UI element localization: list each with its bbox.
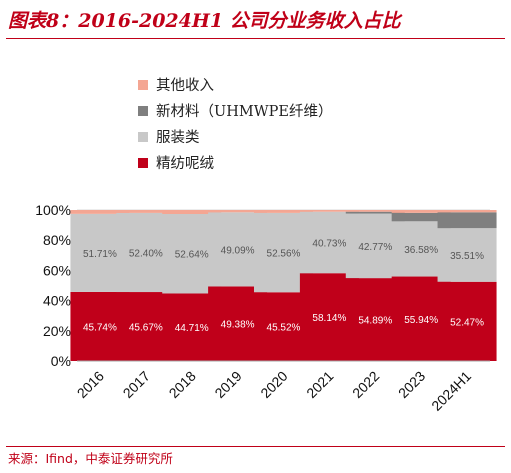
- legend-label: 服装类: [156, 129, 200, 146]
- data-label: 49.38%: [221, 320, 255, 331]
- legend-swatch: [138, 80, 148, 90]
- legend-label: 新材料（UHMWPE纤维）: [156, 103, 332, 120]
- y-tick-label: 20%: [43, 323, 71, 339]
- bar-segment: [391, 210, 451, 213]
- y-tick-label: 80%: [43, 232, 71, 248]
- data-labels: 45.74% 51.71% 45.67% 52.40% 44.71% 52.64% 49.3…: [83, 238, 484, 334]
- y-tick-label: 100%: [35, 202, 71, 218]
- data-label: 45.74%: [83, 322, 117, 333]
- bar-segment: [437, 228, 497, 282]
- legend-label: 其他收入: [156, 77, 214, 94]
- legend-swatch: [138, 132, 148, 142]
- legend-swatch: [138, 106, 148, 116]
- data-label: 52.40%: [129, 248, 163, 259]
- y-tick-label: 60%: [43, 262, 71, 278]
- legend-swatch: [138, 158, 148, 168]
- x-tick-label: 2018: [165, 368, 198, 401]
- title-rule: [6, 38, 505, 39]
- bar-segment: [437, 210, 497, 213]
- data-label: 51.71%: [83, 249, 117, 260]
- data-label: 45.67%: [129, 323, 163, 334]
- bars: [70, 210, 497, 361]
- y-tick-labels: 0% 20% 40% 60% 80% 100%: [35, 202, 71, 369]
- bar-segment: [254, 210, 313, 213]
- y-tick-label: 0%: [51, 353, 71, 369]
- x-tick-label: 2022: [349, 368, 382, 401]
- data-label: 40.73%: [312, 238, 346, 249]
- x-tick-label: 2020: [257, 368, 290, 401]
- data-label: 52.64%: [175, 250, 209, 261]
- x-tick-label: 2019: [211, 368, 244, 401]
- x-tick-label: 2023: [395, 368, 428, 401]
- legend-label: 精纺呢绒: [156, 155, 214, 172]
- figure-title: 图表8：2016-2024H1 公司分业务收入占比: [8, 10, 401, 32]
- x-tick-labels: 2016 2017 2018 2019 2020 2021 2022 2023 2024H1: [74, 368, 475, 414]
- bar-segment: [345, 210, 405, 212]
- bar-segment: [345, 211, 405, 214]
- data-label: 52.47%: [450, 317, 484, 328]
- y-tick-label: 40%: [43, 293, 71, 309]
- x-tick-label: 2021: [303, 368, 336, 401]
- bar-segment: [437, 281, 497, 361]
- x-tick-label: 2024H1: [428, 368, 474, 414]
- data-label: 54.89%: [358, 316, 392, 327]
- source-note: 来源：Ifind，中泰证券研究所: [8, 451, 173, 466]
- bar-segment: [208, 210, 268, 213]
- data-label: 55.94%: [404, 315, 438, 326]
- data-label: 58.14%: [312, 313, 346, 324]
- data-label: 45.52%: [267, 323, 301, 334]
- data-label: 35.51%: [450, 251, 484, 262]
- data-label: 42.77%: [358, 242, 392, 253]
- bar-segment: [299, 210, 359, 212]
- data-label: 52.56%: [267, 249, 301, 260]
- data-label: 49.09%: [221, 245, 255, 256]
- bar-segment: [437, 212, 497, 229]
- data-label: 36.58%: [404, 245, 438, 256]
- footer-rule: [6, 446, 505, 447]
- bar-segment: [70, 210, 130, 214]
- bar-segment: [162, 210, 222, 215]
- x-tick-label: 2016: [74, 368, 107, 401]
- x-tick-label: 2017: [120, 368, 153, 401]
- data-label: 44.71%: [175, 323, 209, 334]
- bar-segment: [391, 212, 451, 222]
- bar-segment: [116, 210, 176, 213]
